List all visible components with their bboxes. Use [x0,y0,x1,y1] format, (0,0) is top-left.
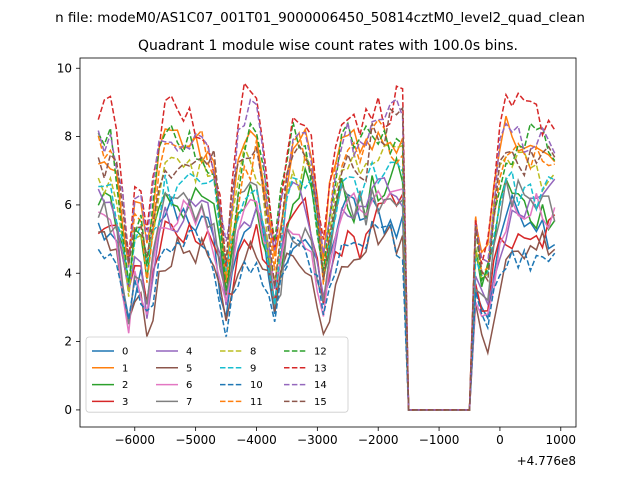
legend-label-2: 2 [122,380,128,391]
legend-label-12: 12 [314,347,327,358]
y-tick-label: 6 [64,198,72,212]
y-tick-label: 8 [64,130,72,144]
series-line-7 [97,177,556,411]
x-tick-label: −2000 [358,433,399,447]
y-tick-label: 10 [57,61,72,75]
series-line-5 [98,220,556,411]
x-tick-label: 1000 [546,433,577,447]
legend-label-3: 3 [122,397,128,408]
axes-frame [79,57,577,428]
y-tick-label: 4 [64,266,72,280]
legend-label-7: 7 [186,397,192,408]
x-tick-label: −4000 [236,433,277,447]
x-tick-label: −3000 [297,433,338,447]
x-tick-label: −1000 [419,433,460,447]
x-tick-label: 0 [496,433,504,447]
series-line-15 [97,106,556,411]
series-line-8 [97,143,556,411]
series-line-6 [97,188,556,411]
chart-title: Quadrant 1 module wise count rates with … [138,38,518,54]
legend-label-6: 6 [186,380,192,391]
legend-box [85,336,349,413]
y-tick-label: 0 [64,403,72,417]
legend-label-11: 11 [250,397,263,408]
chart-suptitle: n file: modeM0/AS1C07_001T01_9000006450_… [55,10,585,26]
x-tick-label: −6000 [114,433,155,447]
legend-label-1: 1 [122,363,128,374]
legend-label-15: 15 [314,397,327,408]
x-axis-offset-label: +4.776e8 [517,454,576,468]
legend-label-10: 10 [250,380,263,391]
legend-label-0: 0 [122,347,128,358]
plot-area [97,81,556,411]
legend-label-9: 9 [250,363,256,374]
x-tick-label: −5000 [175,433,216,447]
legend-label-4: 4 [186,347,192,358]
series-line-10 [97,220,556,411]
legend-label-14: 14 [314,380,327,391]
y-axis-ticks: 0 2 4 6 8 10 [57,61,80,417]
legend-label-5: 5 [186,363,192,374]
x-axis-ticks: −6000 −5000 −4000 −3000 −2000 −1000 0 1000 [114,427,576,447]
series-line-9 [98,160,556,411]
y-tick-label: 2 [64,335,72,349]
series-line-14 [97,98,556,411]
legend-label-13: 13 [314,363,327,374]
series-line-12 [97,121,556,411]
legend-label-8: 8 [250,347,256,358]
